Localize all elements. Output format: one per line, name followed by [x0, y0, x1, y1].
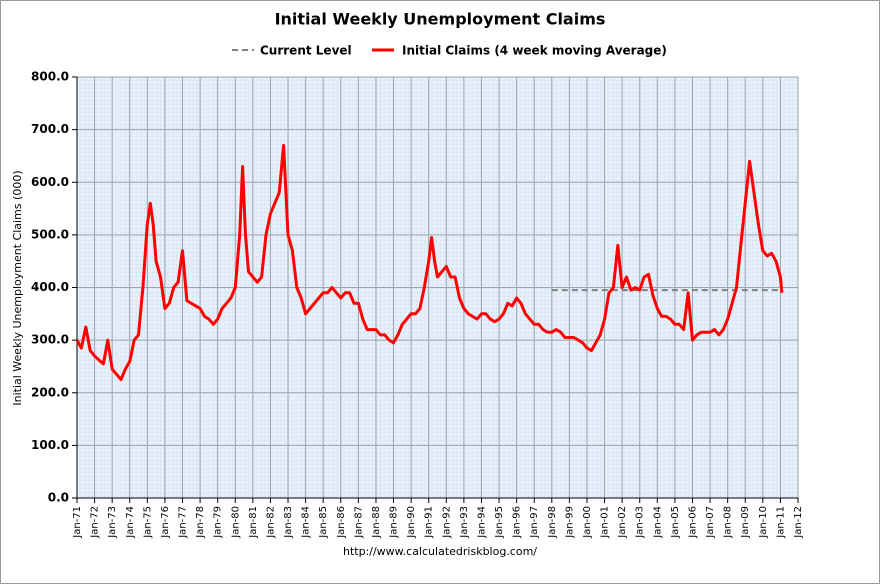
- x-tick-label: Jan-78: [195, 506, 206, 539]
- y-tick-label: 0.0: [48, 491, 69, 505]
- x-tick-label: Jan-07: [705, 506, 716, 539]
- source-note: http://www.calculatedriskblog.com/: [343, 545, 537, 558]
- x-tick-label: Jan-79: [213, 506, 224, 539]
- y-tick-label: 700.0: [31, 122, 69, 136]
- x-tick-label: Jan-99: [564, 506, 575, 539]
- x-tick-label: Jan-96: [512, 506, 523, 539]
- x-tick-label: Jan-94: [476, 506, 487, 539]
- legend-label: Current Level: [260, 44, 352, 58]
- x-tick-label: Jan-74: [125, 506, 136, 539]
- x-tick-label: Jan-71: [72, 506, 83, 539]
- y-tick-label: 500.0: [31, 227, 69, 241]
- x-tick-label: Jan-11: [775, 506, 786, 539]
- y-tick-label: 600.0: [31, 175, 69, 189]
- legend: Current Level Initial Claims (4 week movi…: [232, 44, 667, 58]
- x-tick-label: Jan-85: [318, 506, 329, 539]
- x-tick-label: Jan-82: [265, 506, 276, 539]
- y-tick-label: 300.0: [31, 333, 69, 347]
- x-tick-label: Jan-75: [142, 506, 153, 539]
- x-tick-label: Jan-06: [687, 506, 698, 539]
- x-tick-label: Jan-08: [723, 506, 734, 539]
- x-tick-label: Jan-03: [635, 506, 646, 539]
- y-tick-label: 100.0: [31, 438, 69, 452]
- x-tick-label: Jan-80: [230, 506, 241, 539]
- x-tick-label: Jan-76: [160, 506, 171, 539]
- x-tick-label: Jan-72: [90, 506, 101, 539]
- x-tick-label: Jan-81: [248, 506, 259, 539]
- y-tick-label: 400.0: [31, 280, 69, 294]
- x-tick-label: Jan-88: [371, 506, 382, 539]
- data-line: [75, 143, 784, 382]
- chart-title: Initial Weekly Unemployment Claims: [275, 10, 606, 29]
- x-tick-label: Jan-00: [582, 506, 593, 539]
- x-tick-label: Jan-89: [389, 506, 400, 539]
- x-tick-label: Jan-01: [600, 506, 611, 539]
- x-tick-label: Jan-04: [652, 506, 663, 539]
- legend-label: Initial Claims (4 week moving Average): [402, 44, 667, 58]
- x-tick-label: Jan-98: [547, 506, 558, 539]
- x-tick-label: Jan-91: [424, 506, 435, 539]
- x-tick-label: Jan-12: [793, 506, 804, 539]
- y-axis-label: Initial Weekly Unemployment Claims (000): [11, 170, 24, 405]
- x-tick-label: Jan-95: [494, 506, 505, 539]
- x-tick-label: Jan-73: [107, 506, 118, 539]
- x-tick-label: Jan-97: [529, 506, 540, 539]
- y-tick-label: 800.0: [31, 70, 69, 84]
- x-tick-label: Jan-02: [617, 506, 628, 539]
- x-tick-label: Jan-84: [301, 506, 312, 539]
- x-tick-label: Jan-86: [336, 506, 347, 539]
- x-tick-label: Jan-83: [283, 506, 294, 539]
- x-tick-label: Jan-77: [178, 506, 189, 539]
- x-tick-label: Jan-87: [353, 506, 364, 539]
- y-tick-label: 200.0: [31, 385, 69, 399]
- x-tick-label: Jan-10: [758, 506, 769, 539]
- x-tick-label: Jan-09: [740, 506, 751, 539]
- x-tick-label: Jan-05: [670, 506, 681, 539]
- x-tick-label: Jan-93: [459, 506, 470, 539]
- x-tick-label: Jan-92: [441, 506, 452, 539]
- x-tick-label: Jan-90: [406, 506, 417, 539]
